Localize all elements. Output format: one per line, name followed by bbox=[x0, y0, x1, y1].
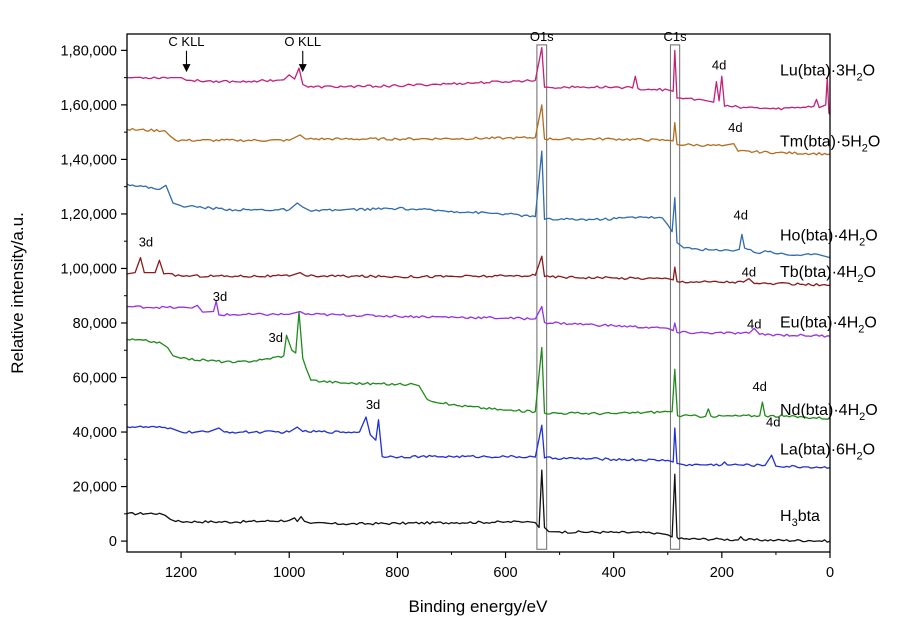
orbital-annotation: 4d bbox=[766, 415, 780, 430]
orbital-annotation: 4d bbox=[728, 120, 742, 135]
orbital-annotation: 4d bbox=[747, 316, 761, 331]
x-tick-label: 800 bbox=[385, 565, 409, 581]
y-tick-label: 1,20,000 bbox=[61, 207, 117, 223]
series-label-rest: O bbox=[863, 441, 875, 458]
series-label-subscript: 2 bbox=[857, 273, 863, 285]
x-tick-label: 1200 bbox=[165, 565, 197, 581]
series-label-subscript: 2 bbox=[859, 411, 865, 423]
y-tick-label: 1,00,000 bbox=[61, 261, 117, 277]
plot-frame bbox=[126, 33, 831, 553]
x-axis: 1200 1000 800 600 400 200 0 bbox=[165, 552, 834, 581]
series-lines bbox=[126, 46, 831, 543]
orbital-annotation: 4d bbox=[712, 57, 726, 72]
series-label: Ho(bta)·4H2O bbox=[780, 227, 878, 248]
peak-box-label: O1s bbox=[530, 29, 554, 44]
series-label-main: Eu(bta)·4H bbox=[780, 315, 858, 332]
kll-label: C KLL bbox=[168, 34, 204, 49]
x-tick-label: 1000 bbox=[273, 565, 305, 581]
peak-box bbox=[536, 44, 548, 550]
series-line bbox=[126, 255, 830, 287]
series-label: Nd(bta)·4H2O bbox=[780, 402, 878, 423]
series-line bbox=[126, 300, 831, 338]
series-label-main: Tb(bta)·4H bbox=[780, 264, 857, 281]
series-label-main: H bbox=[780, 508, 792, 525]
orbital-annotation: 3d bbox=[213, 289, 227, 304]
series-line bbox=[126, 150, 831, 259]
series-line bbox=[126, 416, 831, 469]
series-label-rest: O bbox=[863, 264, 875, 281]
series-line bbox=[126, 469, 831, 543]
series-label-subscript: 2 bbox=[862, 142, 868, 154]
series-label-main: La(bta)·6H bbox=[780, 441, 856, 458]
series-label-rest: O bbox=[868, 133, 880, 150]
series-label: Lu(bta)·3H2O bbox=[780, 62, 875, 83]
kll-label: O KLL bbox=[284, 34, 321, 49]
y-tick-label: 0 bbox=[109, 534, 117, 550]
kll-arrow-head bbox=[298, 64, 307, 73]
series-line bbox=[126, 311, 831, 420]
orbital-annotation: 4d bbox=[752, 379, 766, 394]
series-label: Eu(bta)·4H2O bbox=[780, 315, 877, 336]
series-label-rest: O bbox=[863, 62, 875, 79]
series-label-main: Nd(bta)·4H bbox=[780, 402, 859, 419]
x-tick-label: 600 bbox=[493, 565, 517, 581]
y-axis: 0 20,000 40,000 60,000 80,000 1,00,000 1,20,00… bbox=[61, 43, 127, 550]
x-tick-label: 400 bbox=[602, 565, 626, 581]
y-tick-label: 60,000 bbox=[73, 371, 117, 387]
peak-box-label: C1s bbox=[664, 29, 688, 44]
orbital-annotation: 3d bbox=[268, 330, 282, 345]
kll-arrow-head bbox=[182, 64, 191, 73]
series-label: La(bta)·6H2O bbox=[780, 441, 875, 462]
series-line bbox=[126, 104, 831, 156]
orbital-annotation: 4d bbox=[742, 265, 756, 280]
series-label-rest: bta bbox=[798, 508, 820, 525]
series-line bbox=[126, 46, 831, 115]
series-label-subscript: 2 bbox=[859, 236, 865, 248]
series-label-subscript: 2 bbox=[858, 324, 864, 336]
y-tick-label: 20,000 bbox=[73, 480, 117, 496]
y-axis-title: Relative intensity/a.u. bbox=[8, 212, 27, 374]
y-tick-label: 80,000 bbox=[73, 316, 117, 332]
series-label-main: Tm(bta)·5H bbox=[780, 133, 862, 150]
series-label-main: Lu(bta)·3H bbox=[780, 62, 856, 79]
orbital-annotation: 3d bbox=[139, 235, 153, 250]
series-label: H3bta bbox=[780, 508, 820, 529]
series-label-subscript: 2 bbox=[856, 71, 862, 83]
series-label-subscript: 3 bbox=[792, 517, 798, 529]
y-tick-label: 1,80,000 bbox=[61, 43, 117, 59]
x-axis-title: Binding energy/eV bbox=[409, 597, 549, 616]
peak-boxes bbox=[536, 44, 681, 550]
annotations: O1s C1s C KLL O KLL 3d 3d 3d 3d 4d 4d 4d 4d 4d 4d 4d bbox=[139, 29, 781, 430]
orbital-annotation: 4d bbox=[734, 207, 748, 222]
y-tick-label: 1,60,000 bbox=[61, 98, 117, 114]
series-label: Tm(bta)·5H2O bbox=[780, 133, 880, 154]
series-label-rest: O bbox=[864, 315, 876, 332]
series-label-subscript: 2 bbox=[856, 450, 862, 462]
series-labels: H3btaLa(bta)·6H2ONd(bta)·4H2OEu(bta)·4H2… bbox=[780, 62, 880, 529]
y-tick-label: 40,000 bbox=[73, 425, 117, 441]
peak-box bbox=[669, 44, 681, 550]
series-label-rest: O bbox=[865, 402, 877, 419]
series-label-main: Ho(bta)·4H bbox=[780, 227, 859, 244]
series-label-rest: O bbox=[865, 227, 877, 244]
y-tick-label: 1,40,000 bbox=[61, 152, 117, 168]
x-tick-label: 0 bbox=[826, 565, 834, 581]
series-label: Tb(bta)·4H2O bbox=[780, 264, 876, 285]
orbital-annotation: 3d bbox=[366, 397, 380, 412]
x-tick-label: 200 bbox=[710, 565, 734, 581]
